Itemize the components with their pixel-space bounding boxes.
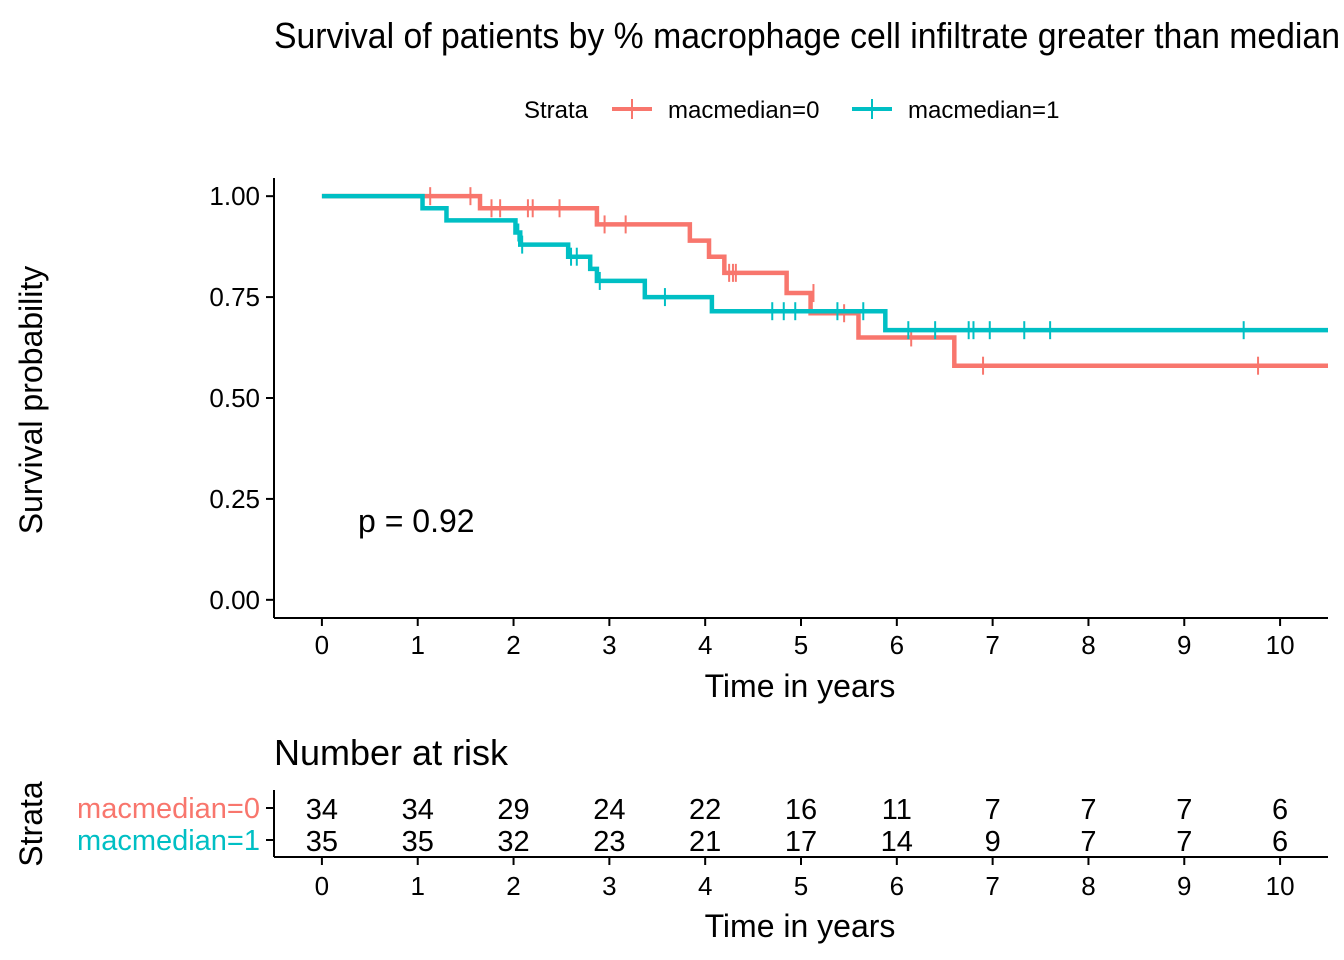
legend-title: Strata [524,97,589,124]
risk-x-tick-label-1: 1 [410,871,424,901]
x-tick-label-1: 1 [410,630,424,660]
risk-table: macmedian=0 34 34 29 24 22 16 11 7 7 7 6macmedian=1… [77,790,1328,901]
risk-count-macmedian=0-t2: 29 [497,794,529,826]
legend-label-macmedian=0: macmedian=0 [668,97,819,124]
y-tick-label-1.00: 1.00 [209,181,260,211]
risk-count-macmedian=0-t4: 22 [689,794,721,826]
risk-count-macmedian=0-t10: 6 [1272,794,1288,826]
risk-x-tick-label-9: 9 [1177,871,1191,901]
risk-x-tick-label-4: 4 [698,871,712,901]
x-tick-label-8: 8 [1081,630,1095,660]
risk-count-macmedian=0-t8: 7 [1080,794,1096,826]
risk-count-macmedian=0-t7: 7 [985,794,1001,826]
risk-count-macmedian=1-t0: 35 [306,826,338,858]
risk-x-tick-label-5: 5 [794,871,808,901]
risk-table-y-axis-title: Strata [13,781,49,867]
risk-table-x-axis-title: Time in years [705,908,896,944]
risk-x-tick-label-7: 7 [985,871,999,901]
risk-count-macmedian=0-t1: 34 [402,794,434,826]
risk-count-macmedian=1-t3: 23 [593,826,625,858]
x-tick-label-0: 0 [315,630,329,660]
y-tick-label-0.50: 0.50 [209,383,260,413]
risk-count-macmedian=1-t6: 14 [881,826,913,858]
risk-count-macmedian=0-t6: 11 [882,794,912,826]
risk-count-macmedian=1-t4: 21 [689,826,721,858]
x-tick-label-6: 6 [890,630,904,660]
risk-count-macmedian=1-t10: 6 [1272,826,1288,858]
x-tick-label-9: 9 [1177,630,1191,660]
y-axis-title: Survival probability [13,266,49,535]
y-tick-label-0.00: 0.00 [209,585,260,615]
risk-strata-label-macmedian=1: macmedian=1 [77,825,260,857]
risk-count-macmedian=1-t9: 7 [1176,826,1192,858]
risk-count-macmedian=0-t5: 16 [785,794,817,826]
survival-curve-macmedian=0 [321,193,1328,368]
risk-count-macmedian=1-t5: 17 [785,826,817,858]
y-tick-label-0.25: 0.25 [209,484,260,514]
risk-x-tick-label-2: 2 [506,871,520,901]
risk-strata-label-macmedian=0: macmedian=0 [77,793,260,825]
x-axis-title: Time in years [705,668,896,704]
x-tick-label-10: 10 [1266,630,1295,660]
x-tick-label-7: 7 [985,630,999,660]
x-tick-label-3: 3 [602,630,616,660]
risk-count-macmedian=1-t8: 7 [1080,826,1096,858]
risk-x-tick-label-3: 3 [602,871,616,901]
risk-count-macmedian=1-t7: 9 [985,826,1001,858]
x-tick-label-5: 5 [794,630,808,660]
risk-count-macmedian=1-t1: 35 [402,826,434,858]
y-tick-label-0.75: 0.75 [209,282,260,312]
risk-x-tick-label-8: 8 [1081,871,1095,901]
legend: Strata macmedian=0 macmedian=1 [524,97,1059,124]
risk-x-tick-label-6: 6 [890,871,904,901]
legend-label-macmedian=1: macmedian=1 [908,97,1059,124]
chart-title: Survival of patients by % macrophage cel… [274,15,1340,56]
risk-x-tick-label-0: 0 [315,871,329,901]
survival-plot: 0.00 0.25 0.50 0.75 1.00 0 1 2 3 4 5 6 7 8 9 10 [209,178,1328,660]
survival-curve-macmedian=1 [321,193,1328,333]
p-value-annotation: p = 0.92 [358,503,475,539]
x-tick-label-2: 2 [506,630,520,660]
x-tick-label-4: 4 [698,630,712,660]
risk-count-macmedian=1-t2: 32 [497,826,529,858]
risk-count-macmedian=0-t3: 24 [593,794,625,826]
risk-count-macmedian=0-t9: 7 [1176,794,1192,826]
risk-count-macmedian=0-t0: 34 [306,794,338,826]
risk-x-tick-label-10: 10 [1266,871,1295,901]
risk-table-title: Number at risk [274,732,509,773]
